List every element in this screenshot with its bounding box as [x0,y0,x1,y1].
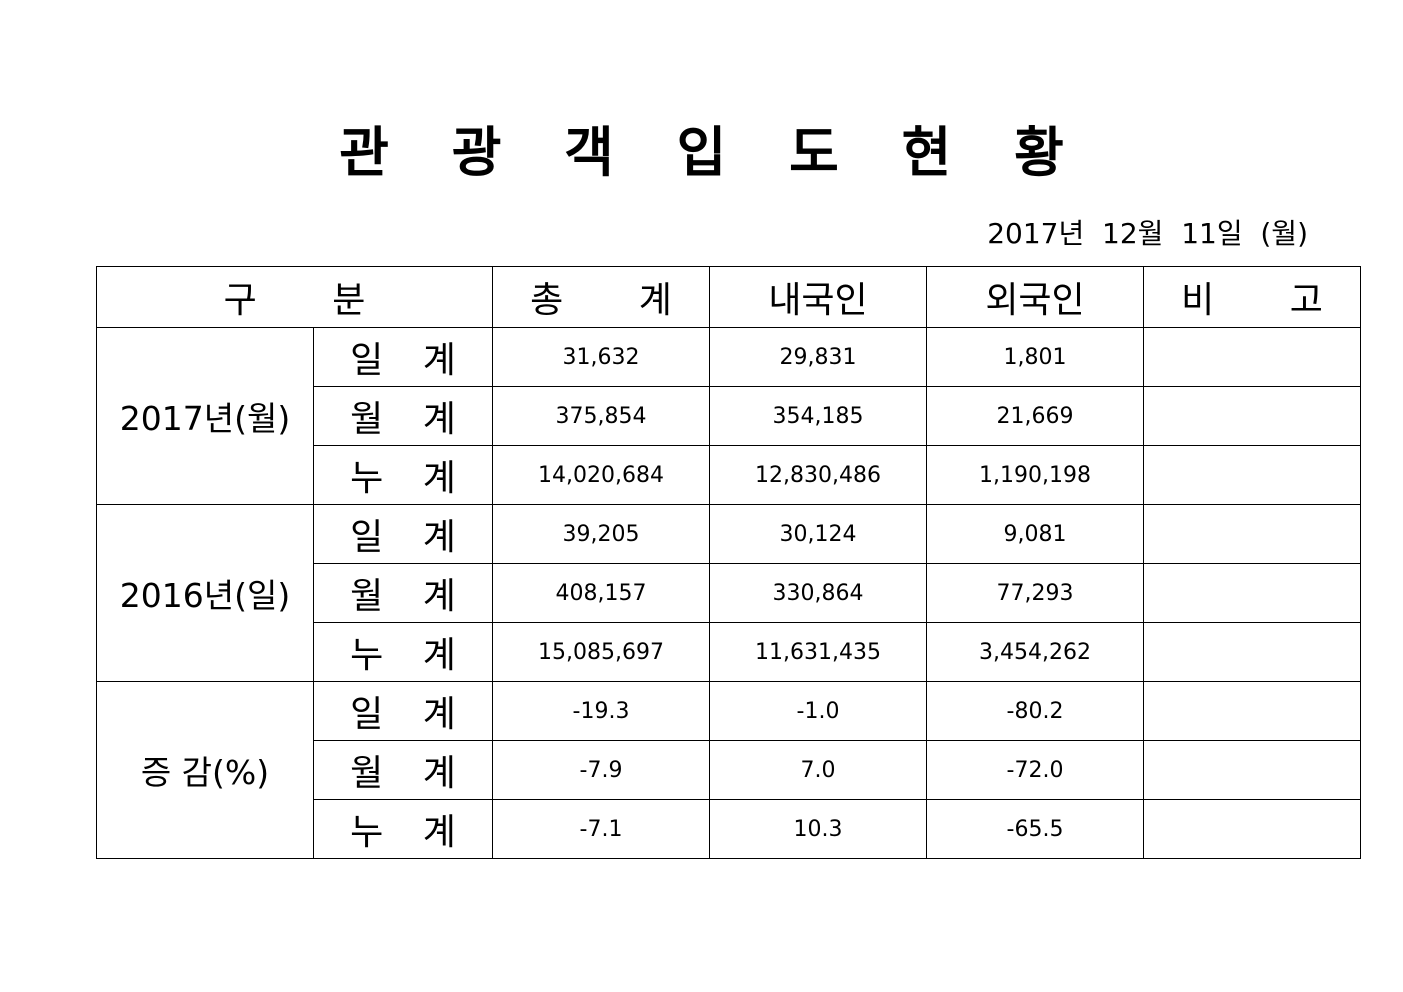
table-row: 2016년(일) 일 계 39,205 30,124 9,081 [96,504,1361,682]
row-label: 일 계 [313,504,493,564]
cell-domestic: 7.0 [709,740,927,800]
cell-total: -7.9 [492,740,710,800]
cell-foreign: -65.5 [926,799,1144,859]
row-label: 일 계 [313,681,493,741]
cell-total: 15,085,697 [492,622,710,682]
cell-total: 375,854 [492,386,710,446]
cell-total: 31,632 [492,327,710,387]
cell-total: 14,020,684 [492,445,710,505]
row-label: 누 계 [313,445,493,505]
cell-domestic: -1.0 [709,681,927,741]
page-title: 관 광 객 입 도 현 황 [339,121,1086,184]
cell-foreign: -72.0 [926,740,1144,800]
cell-note [1143,563,1361,623]
header-row: 구 분 총 계 내국인 외국인 비 고 [96,266,1361,328]
table-row: 누 계 14,020,684 12,830,486 1,190,198 [97,445,1361,505]
cell-foreign: 1,801 [926,327,1144,387]
cell-foreign: 1,190,198 [926,445,1144,505]
cell-note [1143,740,1361,800]
cell-note [1143,386,1361,446]
group-label-2017: 2017년(월) [96,327,314,505]
cell-foreign: 3,454,262 [926,622,1144,682]
row-label: 누 계 [313,799,493,859]
cell-note [1143,681,1361,741]
table-row: 누 계 -7.1 10.3 -65.5 [97,799,1361,859]
row-label: 일 계 [313,327,493,387]
table-row: 월 계 -7.9 7.0 -72.0 [97,740,1361,800]
cell-domestic: 12,830,486 [709,445,927,505]
cell-foreign: 77,293 [926,563,1144,623]
cell-foreign: 21,669 [926,386,1144,446]
cell-note [1143,445,1361,505]
cell-foreign: -80.2 [926,681,1144,741]
cell-total: -7.1 [492,799,710,859]
cell-domestic: 330,864 [709,563,927,623]
cell-total: 39,205 [492,504,710,564]
table-row: 월 계 408,157 330,864 77,293 [97,563,1361,623]
cell-note [1143,327,1361,387]
row-label: 월 계 [313,740,493,800]
header-foreign: 외국인 [926,266,1144,328]
cell-total: 408,157 [492,563,710,623]
row-label: 월 계 [313,563,493,623]
cell-note [1143,504,1361,564]
cell-domestic: 354,185 [709,386,927,446]
cell-domestic: 30,124 [709,504,927,564]
visitor-stats-table: 구 분 총 계 내국인 외국인 비 고 2017년(월) 일 계 31,632 … [96,266,1361,859]
cell-note [1143,622,1361,682]
group-label-2016: 2016년(일) [96,504,314,682]
header-note: 비 고 [1143,266,1361,328]
header-category: 구 분 [96,266,493,328]
cell-foreign: 9,081 [926,504,1144,564]
cell-domestic: 29,831 [709,327,927,387]
group-label-change-pct: 증 감(%) [96,681,314,859]
cell-domestic: 11,631,435 [709,622,927,682]
row-label: 누 계 [313,622,493,682]
table-row: 증 감(%) 일 계 -19.3 -1.0 -80.2 [96,681,1361,859]
table-row: 누 계 15,085,697 11,631,435 3,454,262 [97,622,1361,682]
report-date: 2017년 12월 11일 (월) [987,217,1308,250]
cell-note [1143,799,1361,859]
cell-domestic: 10.3 [709,799,927,859]
cell-total: -19.3 [492,681,710,741]
header-total: 총 계 [492,266,710,328]
table-row: 2017년(월) 일 계 31,632 29,831 1,801 [96,327,1361,505]
header-domestic: 내국인 [709,266,927,328]
row-label: 월 계 [313,386,493,446]
